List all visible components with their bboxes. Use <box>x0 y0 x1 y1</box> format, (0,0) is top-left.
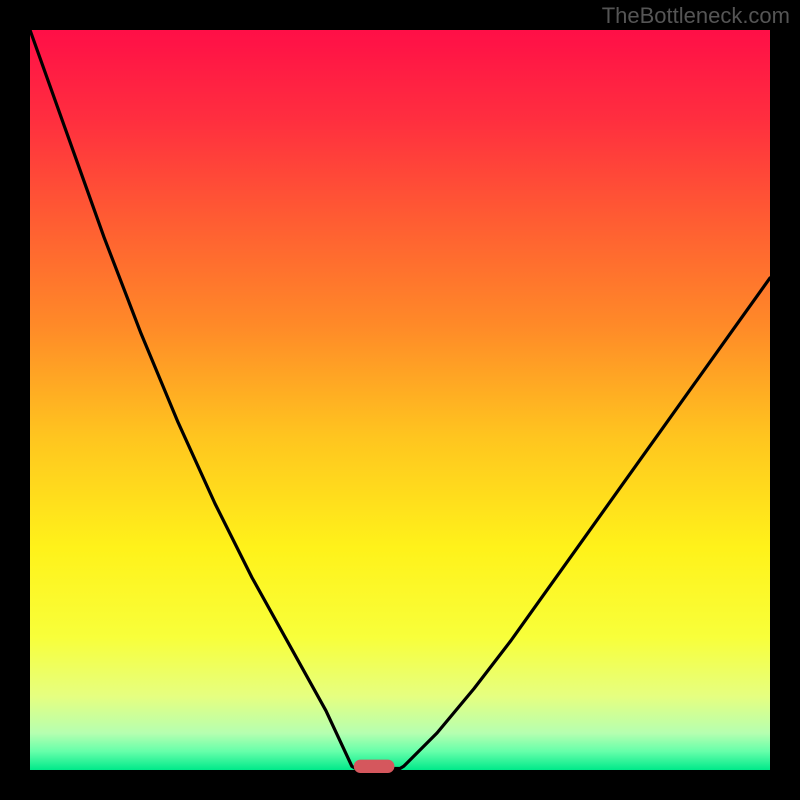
optimum-marker <box>354 760 395 773</box>
chart-container: TheBottleneck.com <box>0 0 800 800</box>
plot-gradient-background <box>30 30 770 770</box>
bottleneck-chart <box>0 0 800 800</box>
